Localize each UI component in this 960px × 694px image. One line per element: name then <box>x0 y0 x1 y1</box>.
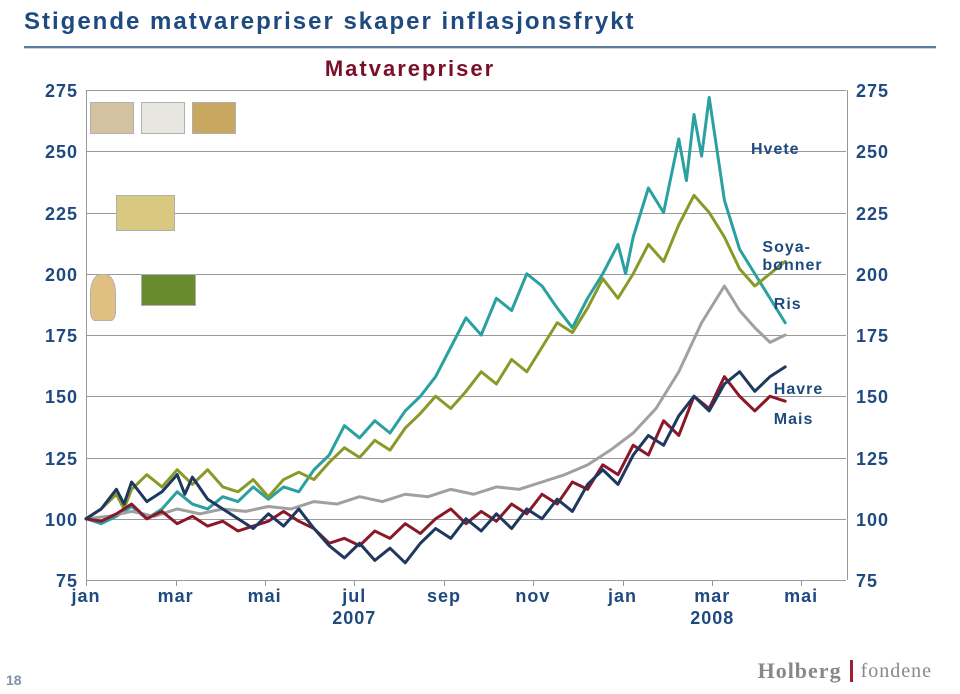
x-axis-label: jan <box>56 586 116 607</box>
x-axis-label: nov <box>503 586 563 607</box>
price-chart: 2752752502502252252002001751751501501251… <box>24 90 936 630</box>
x-axis-label: jul <box>324 586 384 607</box>
page-number: 18 <box>6 672 22 688</box>
x-axis-year-label: 2007 <box>314 608 394 629</box>
series-label-hvete: Hvete <box>751 141 800 159</box>
logo-sub: fondene <box>861 660 932 683</box>
logo-divider <box>850 660 853 682</box>
series-label-havre: Havre <box>774 381 823 399</box>
x-axis-year-label: 2008 <box>672 608 752 629</box>
logo: Holberg fondene <box>758 658 932 684</box>
series-label-mais: Mais <box>774 411 814 429</box>
series-label-ris: Ris <box>774 296 802 314</box>
x-axis-label: mai <box>235 586 295 607</box>
x-axis-label: sep <box>414 586 474 607</box>
chart-lines <box>24 90 936 582</box>
chart-subtitle: Matvarepriser <box>0 56 820 82</box>
commodity-thumbnail <box>90 102 134 134</box>
series-line-havre <box>86 377 785 546</box>
x-axis-label: mar <box>682 586 742 607</box>
series-line-hvete <box>86 97 785 523</box>
x-axis-label: mai <box>771 586 831 607</box>
commodity-thumbnail <box>90 274 116 321</box>
commodity-thumbnail <box>141 102 185 134</box>
logo-main: Holberg <box>758 658 842 684</box>
page: Stigende matvarepriser skaper inflasjons… <box>0 0 960 694</box>
commodity-thumbnail <box>141 274 196 306</box>
commodity-thumbnail <box>192 102 236 134</box>
series-line-soya- bønner <box>86 195 785 518</box>
commodity-thumbnail <box>116 195 175 231</box>
title-underline <box>24 46 936 48</box>
x-axis-label: jan <box>593 586 653 607</box>
series-label-soya- bønner: Soya- bønner <box>762 239 822 275</box>
x-axis-label: mar <box>146 586 206 607</box>
page-title: Stigende matvarepriser skaper inflasjons… <box>24 8 636 36</box>
